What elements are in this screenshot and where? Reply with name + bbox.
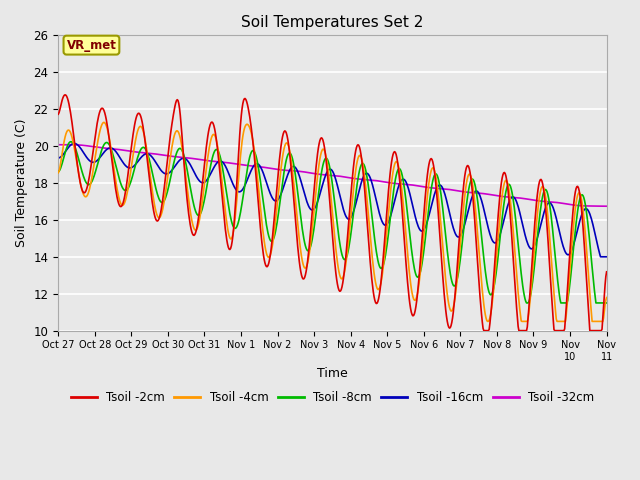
Tsoil -32cm <box>65 142 72 147</box>
X-axis label: Time: Time <box>317 368 348 381</box>
Tsoil -16cm <box>54 155 62 161</box>
Tsoil -4cm <box>100 120 108 125</box>
Tsoil -16cm <box>177 156 185 162</box>
Tsoil -4cm <box>484 319 492 324</box>
Tsoil -16cm <box>416 227 424 232</box>
Tsoil -4cm <box>177 139 185 145</box>
Tsoil -32cm <box>122 147 129 153</box>
Tsoil -8cm <box>54 169 62 175</box>
Tsoil -32cm <box>177 155 185 160</box>
Tsoil -8cm <box>416 271 424 277</box>
Tsoil -4cm <box>206 141 214 146</box>
Tsoil -8cm <box>67 139 75 144</box>
Tsoil -2cm <box>416 266 424 272</box>
Tsoil -4cm <box>54 170 62 176</box>
Line: Tsoil -8cm: Tsoil -8cm <box>58 142 607 303</box>
Tsoil -2cm <box>122 190 129 195</box>
Tsoil -2cm <box>480 328 488 334</box>
Tsoil -4cm <box>65 127 72 133</box>
Tsoil -32cm <box>65 142 73 147</box>
Text: VR_met: VR_met <box>67 38 116 52</box>
Tsoil -2cm <box>206 122 214 128</box>
Line: Tsoil -4cm: Tsoil -4cm <box>58 122 607 322</box>
Tsoil -2cm <box>54 111 62 117</box>
Tsoil -2cm <box>177 121 185 127</box>
Tsoil -8cm <box>400 181 408 187</box>
Tsoil -32cm <box>400 181 408 187</box>
Tsoil -16cm <box>400 176 408 182</box>
Tsoil -16cm <box>603 254 611 260</box>
Y-axis label: Soil Temperature (C): Soil Temperature (C) <box>15 119 28 247</box>
Tsoil -32cm <box>416 183 424 189</box>
Tsoil -16cm <box>206 172 214 178</box>
Tsoil -4cm <box>603 295 611 300</box>
Line: Tsoil -16cm: Tsoil -16cm <box>58 144 607 257</box>
Tsoil -32cm <box>603 204 611 209</box>
Tsoil -16cm <box>597 254 605 260</box>
Tsoil -2cm <box>65 101 73 107</box>
Legend: Tsoil -2cm, Tsoil -4cm, Tsoil -8cm, Tsoil -16cm, Tsoil -32cm: Tsoil -2cm, Tsoil -4cm, Tsoil -8cm, Tsoi… <box>66 387 599 409</box>
Tsoil -16cm <box>122 163 129 168</box>
Tsoil -32cm <box>54 142 62 148</box>
Tsoil -16cm <box>70 141 78 146</box>
Line: Tsoil -32cm: Tsoil -32cm <box>58 144 607 206</box>
Tsoil -16cm <box>65 145 72 151</box>
Tsoil -4cm <box>400 207 408 213</box>
Tsoil -8cm <box>603 300 611 306</box>
Tsoil -4cm <box>122 198 129 204</box>
Tsoil -2cm <box>61 92 69 97</box>
Tsoil -8cm <box>65 142 72 147</box>
Title: Soil Temperatures Set 2: Soil Temperatures Set 2 <box>241 15 424 30</box>
Tsoil -32cm <box>206 158 214 164</box>
Tsoil -8cm <box>523 300 531 306</box>
Tsoil -8cm <box>177 146 185 152</box>
Tsoil -8cm <box>206 166 214 171</box>
Tsoil -2cm <box>400 229 408 235</box>
Tsoil -2cm <box>603 269 611 275</box>
Line: Tsoil -2cm: Tsoil -2cm <box>58 95 607 331</box>
Tsoil -4cm <box>416 275 424 280</box>
Tsoil -8cm <box>122 188 129 193</box>
